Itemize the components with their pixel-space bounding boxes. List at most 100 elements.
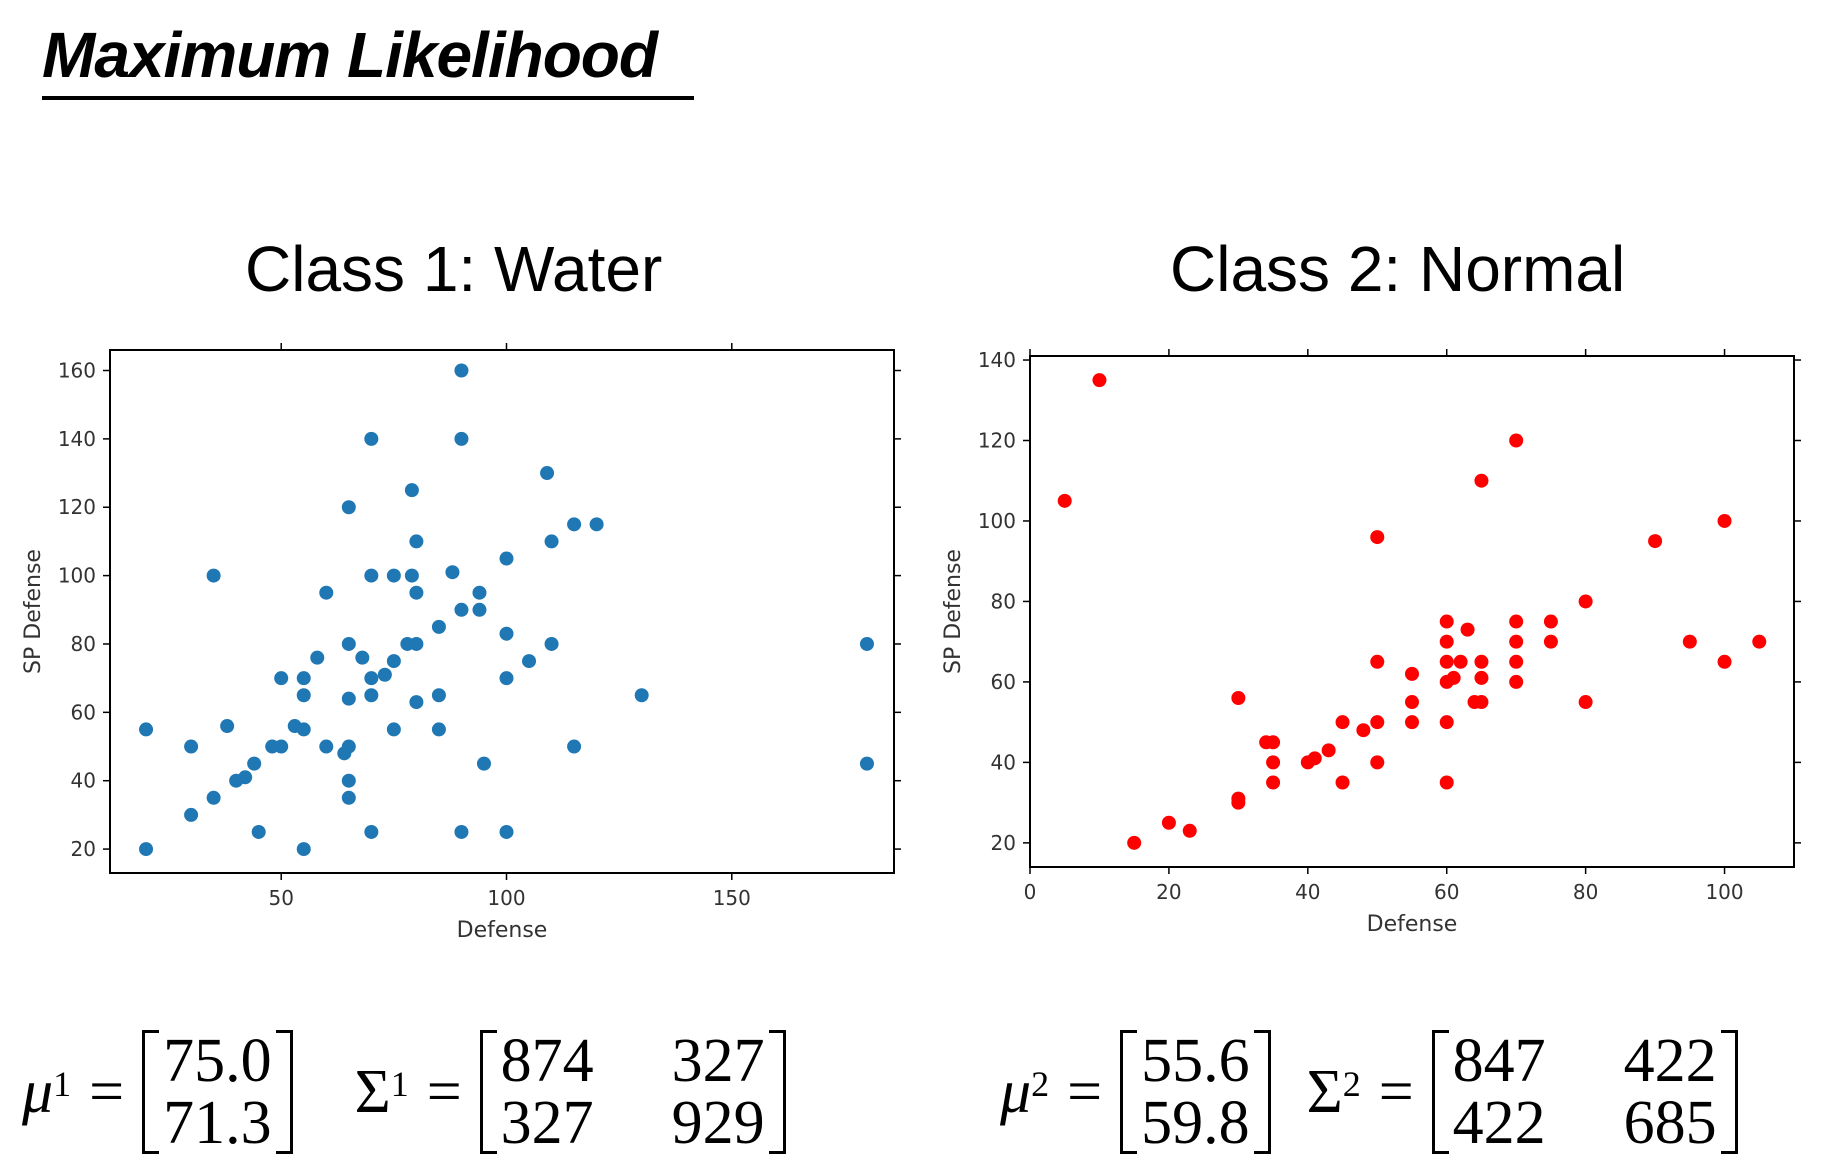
y-tick-label: 80	[991, 589, 1016, 613]
scatter-point	[404, 483, 419, 498]
scatter-point	[567, 517, 582, 532]
scatter-point	[1509, 614, 1524, 629]
x-tick-label: 100	[1705, 880, 1743, 904]
scatter-point	[364, 824, 379, 839]
sigma2-cell: 422	[1452, 1089, 1546, 1157]
scatter-point	[1356, 723, 1371, 738]
y-tick-label: 20	[991, 831, 1016, 855]
equals-sign: =	[1378, 1057, 1414, 1126]
y-tick-label: 100	[58, 564, 96, 588]
plot-frame	[1029, 355, 1795, 868]
scatter-point	[1474, 654, 1489, 669]
scatter-point	[1266, 735, 1281, 750]
scatter-point	[296, 722, 311, 737]
sigma1-cell: 327	[500, 1089, 594, 1157]
scatter-point	[1543, 614, 1558, 629]
mu2-symbol: μ	[1000, 1057, 1032, 1126]
scatter-point	[1509, 634, 1524, 649]
scatter-point	[1321, 743, 1336, 758]
class2-scatter-chart: 0 20 40 60 80 100 20 40 60 80 100 120 140 Defense SP D…	[941, 348, 1801, 937]
scatter-point	[341, 636, 356, 651]
scatter-point	[238, 770, 253, 785]
scatter-point	[341, 790, 356, 805]
scatter-point	[184, 739, 199, 754]
scatter-point	[544, 636, 559, 651]
scatter-point	[1752, 634, 1767, 649]
scatter-point	[1057, 493, 1072, 508]
y-tick-label: 60	[991, 670, 1016, 694]
mu1-value: 71.3	[163, 1089, 272, 1157]
scatter-point	[206, 790, 221, 805]
scatter-point	[274, 671, 289, 686]
equals-sign: =	[426, 1057, 462, 1126]
scatter-point	[1509, 433, 1524, 448]
scatter-point	[409, 585, 424, 600]
scatter-point	[310, 650, 325, 665]
scatter-point	[1543, 634, 1558, 649]
y-tick-label: 40	[991, 750, 1016, 774]
mu2-value: 55.6	[1141, 1027, 1250, 1095]
scatter-point	[355, 650, 370, 665]
scatter-point	[386, 654, 401, 669]
scatter-point	[139, 722, 154, 737]
scatter-point	[296, 688, 311, 703]
scatter-point	[499, 824, 514, 839]
sigma2-cell: 422	[1623, 1027, 1717, 1095]
scatter-point	[1335, 715, 1350, 730]
scatter-point	[499, 671, 514, 686]
scatter-point	[1127, 835, 1142, 850]
scatter-point	[1092, 373, 1107, 388]
x-tick-label: 80	[1573, 880, 1598, 904]
scatter-point	[364, 568, 379, 583]
scatter-point	[1578, 695, 1593, 710]
mu1-value: 75.0	[163, 1027, 272, 1095]
scatter-point	[409, 695, 424, 710]
plot-frame	[109, 349, 895, 874]
scatter-point	[445, 565, 460, 580]
scatter-point	[540, 466, 555, 481]
scatter-point	[1405, 715, 1419, 730]
x-tick-label: 20	[1156, 880, 1181, 904]
scatter-point	[1161, 815, 1176, 830]
y-tick-label: 160	[58, 359, 96, 383]
sigma2-symbol: Σ	[1306, 1057, 1343, 1126]
x-tick-label: 0	[1024, 880, 1037, 904]
scatter-point	[377, 667, 392, 682]
scatter-point	[1370, 654, 1385, 669]
mu2-vector: 55.6 59.8	[1120, 1030, 1271, 1154]
mu1-symbol: μ	[22, 1057, 54, 1126]
scatter-point	[251, 824, 266, 839]
scatter-point	[454, 431, 469, 446]
scatter-point	[1335, 775, 1350, 790]
scatter-point	[1474, 695, 1489, 710]
y-tick-label: 140	[58, 427, 96, 451]
scatter-point	[589, 517, 604, 532]
scatter-point	[341, 500, 356, 515]
equals-sign: =	[1067, 1057, 1103, 1126]
x-tick-label: 100	[487, 886, 525, 910]
sigma1-cell: 327	[671, 1027, 765, 1095]
page-title: Maximum Likelihood	[42, 19, 658, 91]
x-tick-label: 40	[1295, 880, 1320, 904]
scatter-point	[386, 568, 401, 583]
scatter-point	[1446, 670, 1461, 685]
scatter-point	[184, 807, 199, 822]
scatter-point	[1439, 715, 1454, 730]
scatter-point	[319, 585, 334, 600]
y-tick-label: 20	[71, 837, 96, 861]
sigma2-matrix: 847 422 422 685	[1431, 1027, 1738, 1157]
scatter-point	[139, 842, 154, 857]
scatter-point	[1231, 691, 1246, 706]
x-tick-label: 150	[713, 886, 751, 910]
y-tick-label: 40	[71, 769, 96, 793]
mu1-sup: 1	[53, 1064, 72, 1104]
scatter-point	[431, 722, 446, 737]
scatter-point	[364, 688, 379, 703]
scatter-point	[431, 688, 446, 703]
scatter-point	[1307, 751, 1322, 766]
scatter-point	[476, 756, 491, 771]
y-tick-label: 100	[978, 509, 1016, 533]
scatter-point	[859, 636, 874, 651]
scatter-point	[1266, 755, 1281, 770]
scatter-point	[341, 691, 356, 706]
